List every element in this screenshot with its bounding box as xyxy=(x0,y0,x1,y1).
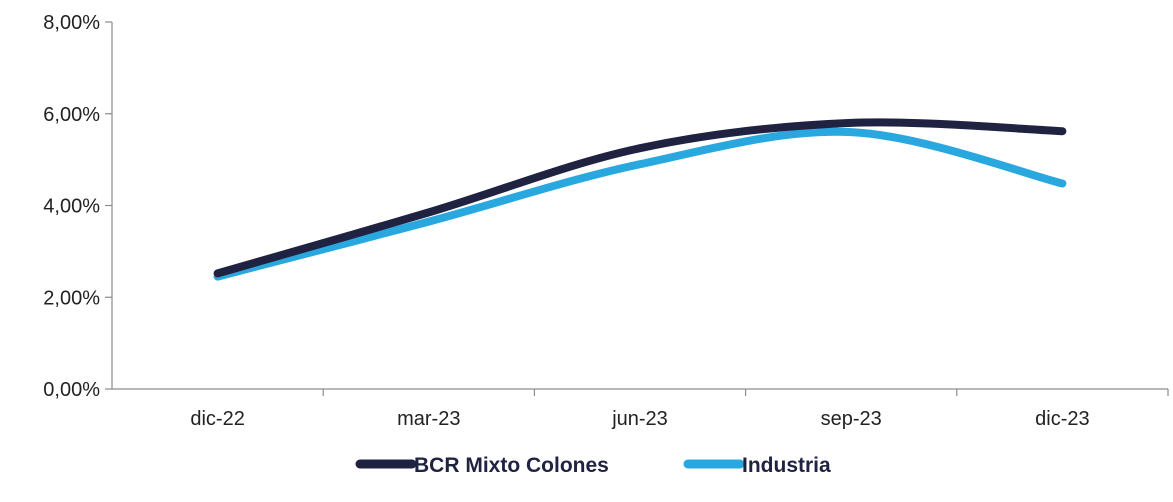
series-lines xyxy=(213,118,1067,281)
x-tick-label: dic-22 xyxy=(190,408,244,430)
legend: BCR Mixto Colones Industria xyxy=(355,454,831,477)
x-axis-ticks: dic-22 mar-23 jun-23 sep-23 dic-23 xyxy=(190,389,1169,430)
chart-axes xyxy=(111,22,1168,390)
y-tick-label: 4,00% xyxy=(43,196,100,218)
legend-label: BCR Mixto Colones xyxy=(414,454,609,477)
y-axis-ticks: 0,00% 2,00% 4,00% 6,00% 8,00% xyxy=(43,12,112,401)
y-tick-label: 2,00% xyxy=(43,287,100,309)
y-tick-label: 8,00% xyxy=(43,12,100,34)
series-line-bcr-mixto-colones xyxy=(213,118,1067,278)
y-tick-label: 6,00% xyxy=(43,104,100,126)
legend-label: Industria xyxy=(742,454,831,477)
series-line-industria xyxy=(213,127,1067,281)
y-tick-label: 0,00% xyxy=(43,379,100,401)
x-tick-label: dic-23 xyxy=(1035,408,1089,430)
x-tick-label: mar-23 xyxy=(397,408,460,430)
x-tick-label: sep-23 xyxy=(821,408,882,430)
x-tick-label: jun-23 xyxy=(611,408,668,430)
